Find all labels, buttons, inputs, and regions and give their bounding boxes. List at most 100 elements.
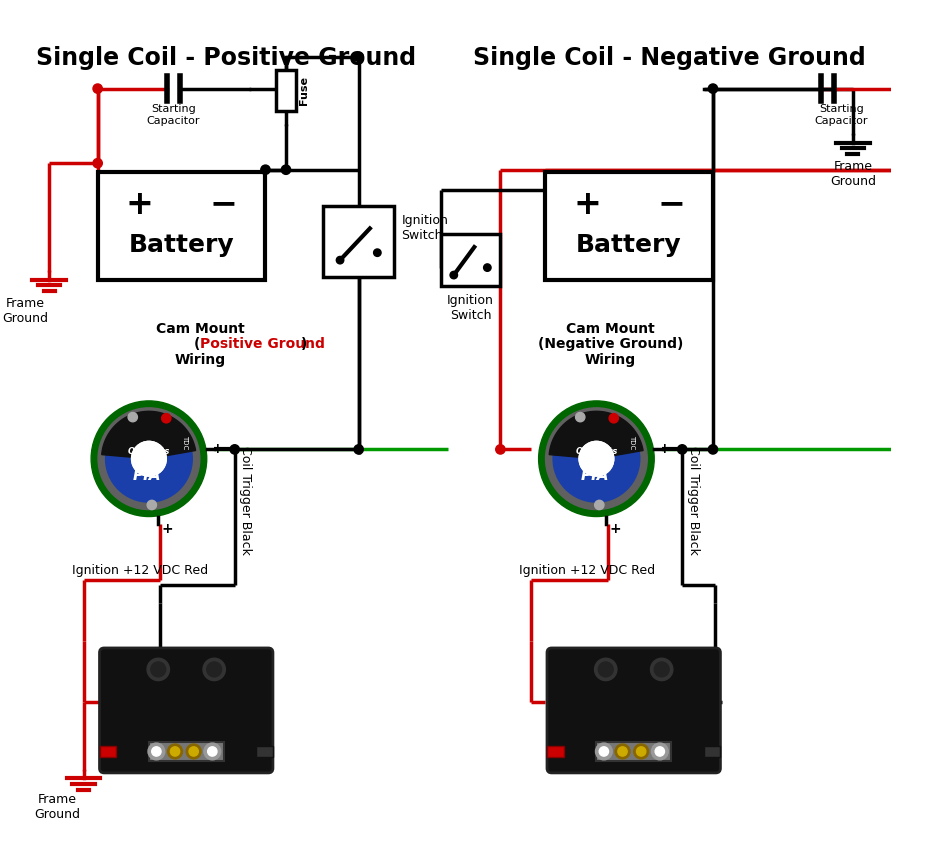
Text: Single Coil - Positive Ground: Single Coil - Positive Ground	[36, 46, 417, 70]
Bar	[98, 172, 265, 280]
Text: Wiring: Wiring	[585, 353, 636, 368]
Text: Frame
Ground: Frame Ground	[2, 298, 48, 325]
Circle shape	[374, 249, 381, 256]
Circle shape	[599, 747, 609, 757]
Polygon shape	[549, 411, 643, 459]
Bar	[704, 745, 721, 757]
Bar	[440, 234, 500, 286]
Text: Ignition
Switch: Ignition Switch	[447, 294, 494, 322]
Circle shape	[594, 658, 617, 681]
Bar	[545, 172, 713, 280]
Text: Ignition
Switch: Ignition Switch	[401, 214, 449, 242]
Text: Ignition +12 VDC Red: Ignition +12 VDC Red	[71, 564, 207, 577]
Text: Frame
Ground: Frame Ground	[830, 160, 876, 188]
Circle shape	[167, 744, 183, 759]
Circle shape	[495, 445, 505, 454]
Text: +: +	[573, 187, 601, 220]
Bar	[276, 70, 296, 111]
Bar	[149, 742, 223, 761]
Circle shape	[618, 747, 627, 757]
Circle shape	[152, 747, 161, 757]
Circle shape	[937, 165, 946, 174]
Text: PIA: PIA	[133, 468, 162, 483]
Text: +: +	[162, 523, 174, 536]
Text: Battery: Battery	[128, 232, 234, 257]
Text: Single Coil - Negative Ground: Single Coil - Negative Ground	[473, 46, 865, 70]
Bar	[547, 745, 564, 757]
Circle shape	[708, 445, 718, 454]
Text: Wiring: Wiring	[175, 353, 225, 368]
Circle shape	[708, 84, 718, 94]
Text: −: −	[657, 187, 685, 220]
Circle shape	[947, 84, 951, 94]
Circle shape	[207, 747, 217, 757]
Circle shape	[204, 743, 221, 760]
Bar	[100, 745, 116, 757]
Circle shape	[598, 662, 613, 677]
Text: Battery: Battery	[576, 232, 682, 257]
Text: Fuse: Fuse	[299, 76, 309, 105]
Bar	[931, 70, 951, 111]
Text: +: +	[610, 523, 621, 536]
FancyBboxPatch shape	[100, 648, 273, 773]
Circle shape	[91, 401, 206, 517]
Circle shape	[354, 445, 363, 454]
Text: OldBritts: OldBritts	[575, 447, 617, 456]
Circle shape	[98, 408, 200, 510]
Circle shape	[281, 165, 291, 174]
Circle shape	[203, 658, 225, 681]
Circle shape	[131, 442, 166, 476]
Circle shape	[609, 414, 618, 423]
Circle shape	[650, 658, 673, 681]
Text: Cam Mount: Cam Mount	[156, 322, 244, 335]
Circle shape	[595, 743, 612, 760]
Text: PIA: PIA	[580, 468, 609, 483]
Circle shape	[484, 264, 491, 271]
Text: (: (	[194, 337, 201, 351]
Text: Cam Mount: Cam Mount	[566, 322, 655, 335]
Circle shape	[579, 442, 613, 476]
Text: ): )	[301, 337, 307, 351]
Circle shape	[354, 52, 363, 61]
Text: (Negative Ground): (Negative Ground)	[537, 337, 683, 351]
Circle shape	[170, 747, 180, 757]
Circle shape	[261, 165, 270, 174]
Circle shape	[162, 414, 171, 423]
Text: +: +	[126, 187, 153, 220]
Circle shape	[148, 743, 165, 760]
Circle shape	[186, 744, 201, 759]
Circle shape	[189, 747, 199, 757]
Circle shape	[538, 401, 654, 517]
Text: +: +	[211, 442, 223, 456]
Circle shape	[633, 744, 649, 759]
Bar	[256, 745, 273, 757]
Circle shape	[151, 662, 165, 677]
Circle shape	[651, 743, 669, 760]
Circle shape	[230, 445, 240, 454]
Text: TDC: TDC	[182, 436, 187, 449]
Circle shape	[206, 662, 222, 677]
FancyBboxPatch shape	[547, 648, 721, 773]
Text: Coil Trigger Black: Coil Trigger Black	[240, 446, 252, 555]
Circle shape	[106, 415, 192, 502]
Circle shape	[575, 413, 585, 422]
Circle shape	[553, 415, 640, 502]
Circle shape	[615, 744, 630, 759]
Circle shape	[131, 442, 166, 476]
Text: Starting
Capacitor: Starting Capacitor	[146, 105, 200, 126]
Bar	[596, 742, 671, 761]
Circle shape	[147, 658, 169, 681]
Text: OldBritts: OldBritts	[127, 447, 170, 456]
Text: Frame
Ground: Frame Ground	[34, 793, 81, 821]
Circle shape	[654, 662, 670, 677]
Text: +: +	[659, 442, 670, 456]
Circle shape	[450, 271, 457, 279]
Polygon shape	[102, 411, 196, 459]
Circle shape	[128, 413, 137, 422]
Circle shape	[93, 84, 103, 94]
Circle shape	[337, 256, 343, 264]
Text: TDC: TDC	[630, 436, 635, 449]
Circle shape	[579, 442, 613, 476]
Circle shape	[677, 445, 687, 454]
Circle shape	[636, 747, 646, 757]
